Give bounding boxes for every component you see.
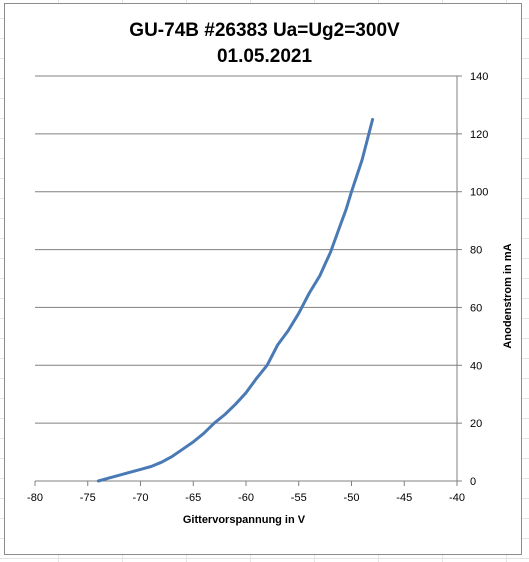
y-tick-label: 120: [470, 129, 488, 141]
chart-area[interactable]: [4, 3, 522, 555]
x-axis-label: Gittervorspannung in V: [183, 514, 306, 526]
gridlines: [35, 75, 458, 482]
x-tick-label: -75: [80, 492, 96, 504]
x-tick-label: -80: [27, 492, 43, 504]
x-tick-label: -50: [344, 492, 360, 504]
chart-title: GU-74B #26383 Ua=Ug2=300V: [129, 20, 400, 41]
chart-subtitle: 01.05.2021: [216, 46, 313, 67]
x-tick-label: -55: [291, 492, 307, 504]
y-tick-label: 100: [470, 187, 488, 199]
y-tick-label: 40: [470, 360, 482, 372]
y-tick-label: 140: [470, 71, 488, 83]
y-tick-label: 80: [470, 245, 482, 257]
series-group: [96, 117, 375, 483]
chart-title-block: GU-74B #26383 Ua=Ug2=300V 01.05.2021: [0, 18, 529, 70]
y-tick-label: 60: [470, 302, 482, 314]
y-axis-label: Anodenstrom in mA: [502, 243, 514, 348]
x-tick-label: -70: [133, 492, 149, 504]
series-line-0: [96, 117, 375, 483]
y-axis-ticks: 0 20 40 60 80 100 120 140: [457, 71, 488, 488]
y-tick-label: 0: [470, 476, 476, 488]
x-tick-label: -40: [449, 492, 465, 504]
x-tick-label: -45: [396, 492, 412, 504]
x-tick-label: -65: [185, 492, 201, 504]
x-tick-label: -60: [238, 492, 254, 504]
x-axis-ticks: -80 -75 -70 -65 -60 -55 -50 -45 -40: [27, 481, 465, 504]
y-tick-label: 20: [470, 418, 482, 430]
